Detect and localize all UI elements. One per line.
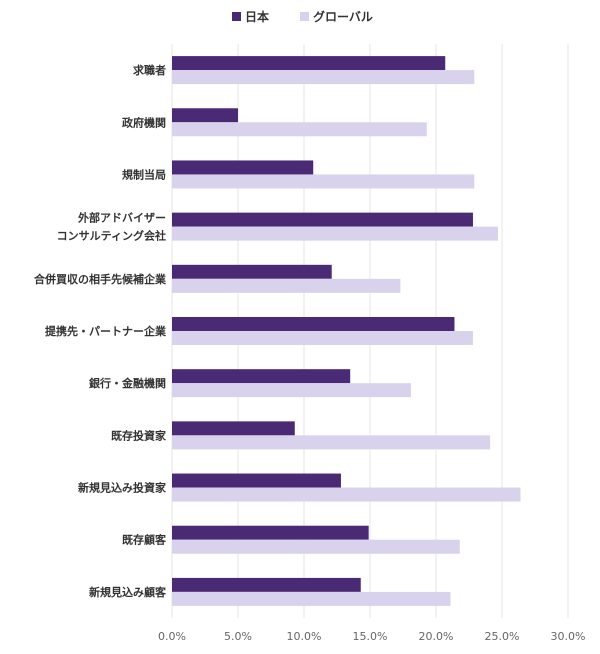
bar-global	[172, 591, 451, 606]
bar-global	[172, 174, 475, 189]
category-label: 新規見込み投資家	[78, 481, 167, 495]
category-label: 銀行・金融機関	[89, 376, 166, 390]
bar-japan	[172, 212, 473, 227]
bar-global	[172, 226, 499, 241]
category-label: 求職者	[133, 63, 166, 77]
x-tick-label: 20.0%	[419, 630, 454, 643]
category-label: 新規見込み顧客	[89, 585, 167, 599]
x-tick-label: 0.0%	[158, 630, 186, 643]
category-label: 合併買収の相手先候補企業	[34, 272, 167, 286]
category-label: 既存顧客	[122, 533, 167, 547]
bar-global	[172, 435, 491, 450]
bar-japan	[172, 525, 369, 540]
x-tick-label: 25.0%	[485, 630, 520, 643]
legend-label: グローバル	[313, 9, 373, 24]
x-tick-labels: 0.0% 5.0% 10.0% 15.0% 20.0% 25.0% 30.0%	[158, 630, 585, 643]
category-label: 規制当局	[122, 167, 166, 181]
x-tick-label: 10.0%	[287, 630, 322, 643]
bar-global	[172, 539, 460, 554]
bar-japan	[172, 264, 332, 279]
legend-label: 日本	[245, 9, 269, 24]
bars	[172, 56, 521, 606]
bar-japan	[172, 369, 351, 384]
x-tick-label: 30.0%	[551, 630, 586, 643]
bar-global	[172, 122, 427, 137]
legend: 日本 グローバル	[232, 9, 373, 24]
category-label: 既存投資家	[111, 428, 167, 442]
bar-japan	[172, 577, 361, 592]
category-label: 外部アドバイザー	[77, 211, 166, 225]
bar-global	[172, 383, 411, 398]
bar-japan	[172, 473, 341, 488]
x-tick-label: 5.0%	[224, 630, 252, 643]
category-labels: 求職者政府機関規制当局外部アドバイザーコンサルティング会社合併買収の相手先候補企…	[34, 63, 167, 599]
category-label: 提携先・パートナー企業	[45, 324, 167, 338]
bar-global	[172, 487, 521, 502]
bar-japan	[172, 317, 455, 331]
bar-global	[172, 70, 475, 85]
x-tick-label: 15.0%	[353, 630, 388, 643]
bar-japan	[172, 56, 446, 71]
bar-japan	[172, 160, 314, 175]
bar-japan	[172, 421, 295, 436]
category-label: コンサルティング会社	[57, 229, 166, 243]
legend-swatch	[232, 12, 241, 21]
bar-japan	[172, 108, 238, 123]
bar-global	[172, 278, 401, 293]
category-label: 政府機関	[122, 115, 166, 129]
bar-global	[172, 331, 473, 345]
legend-swatch	[300, 12, 309, 21]
